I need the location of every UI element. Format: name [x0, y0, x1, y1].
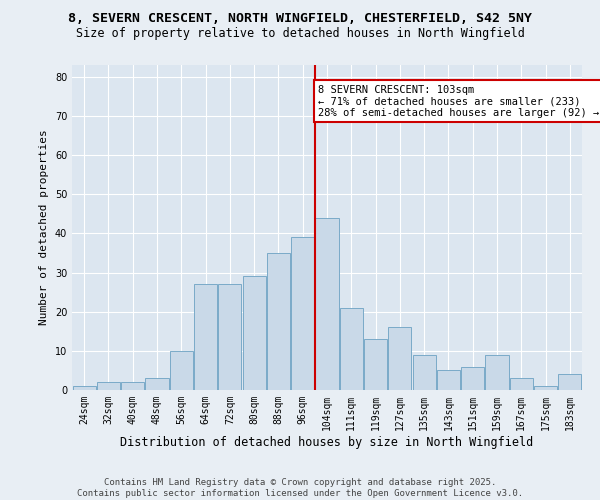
Text: 8, SEVERN CRESCENT, NORTH WINGFIELD, CHESTERFIELD, S42 5NY: 8, SEVERN CRESCENT, NORTH WINGFIELD, CHE… [68, 12, 532, 26]
Text: Contains HM Land Registry data © Crown copyright and database right 2025.
Contai: Contains HM Land Registry data © Crown c… [77, 478, 523, 498]
Bar [413, 355, 436, 390]
Text: 8 SEVERN CRESCENT: 103sqm
← 71% of detached houses are smaller (233)
28% of semi: 8 SEVERN CRESCENT: 103sqm ← 71% of detac… [319, 84, 600, 118]
Bar [510, 378, 533, 390]
Bar [145, 378, 169, 390]
Bar [388, 328, 412, 390]
X-axis label: Distribution of detached houses by size in North Wingfield: Distribution of detached houses by size … [121, 436, 533, 448]
Bar [485, 355, 509, 390]
Bar [340, 308, 363, 390]
Bar [316, 218, 338, 390]
Bar [291, 238, 314, 390]
Bar [121, 382, 144, 390]
Bar [242, 276, 266, 390]
Bar [461, 366, 484, 390]
Bar [73, 386, 95, 390]
Bar [559, 374, 581, 390]
Y-axis label: Number of detached properties: Number of detached properties [39, 130, 49, 326]
Bar [218, 284, 241, 390]
Text: Size of property relative to detached houses in North Wingfield: Size of property relative to detached ho… [76, 28, 524, 40]
Bar [194, 284, 217, 390]
Bar [170, 351, 193, 390]
Bar [534, 386, 557, 390]
Bar [437, 370, 460, 390]
Bar [364, 339, 387, 390]
Bar [97, 382, 120, 390]
Bar [267, 253, 290, 390]
